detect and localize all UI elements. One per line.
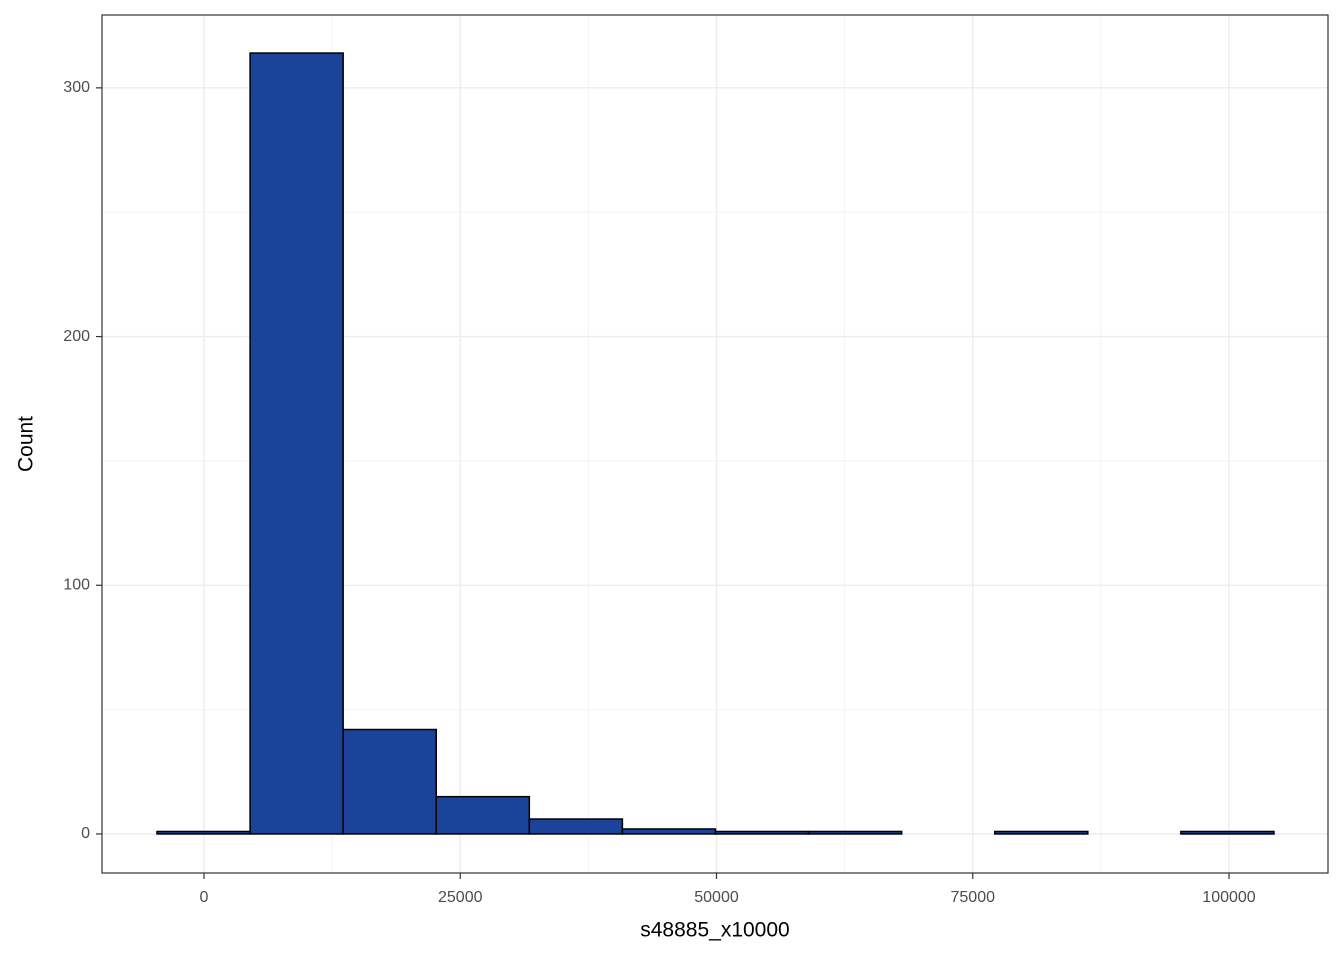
bar [621, 828, 717, 835]
x-tick-label: 100000 [1202, 889, 1255, 906]
x-axis-title: s48885_x10000 [640, 919, 789, 942]
x-tick-label: 75000 [951, 889, 996, 906]
bar [249, 52, 344, 835]
y-tick-label: 0 [81, 825, 90, 842]
y-tick-label: 200 [63, 328, 90, 345]
bar [342, 728, 437, 835]
bar [435, 795, 531, 835]
y-tick-label: 300 [63, 79, 90, 96]
bar [156, 830, 251, 835]
panel-border [101, 14, 1329, 874]
bar [528, 818, 624, 835]
y-axis-title: Count [15, 416, 38, 472]
bars [156, 52, 1275, 835]
x-tick-label: 0 [200, 889, 209, 906]
x-tick-label: 25000 [438, 889, 483, 906]
x-tick-label: 50000 [694, 889, 739, 906]
y-tick-label: 100 [63, 576, 90, 593]
bar [993, 830, 1089, 835]
bar [807, 830, 903, 835]
axes: 0 25000 50000 75000 100000 0 100 200 300 [63, 79, 1256, 906]
bar [714, 830, 810, 835]
bar [1180, 830, 1275, 835]
